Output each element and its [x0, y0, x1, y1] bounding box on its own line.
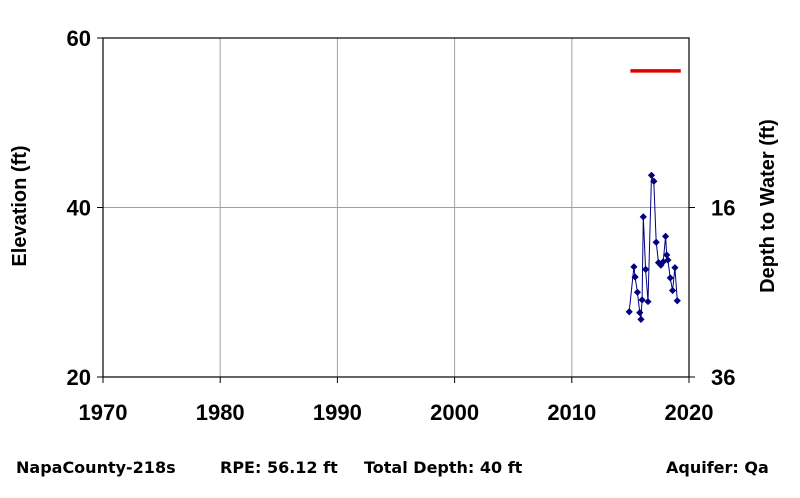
x-tick-label: 1990	[313, 400, 362, 425]
data-point	[637, 315, 645, 323]
y-tick-label: 20	[67, 365, 91, 390]
plot-frame	[97, 37, 695, 383]
data-point	[631, 273, 639, 281]
aquifer-label: Aquifer: Qa	[666, 458, 769, 477]
grid	[103, 38, 689, 377]
series-line	[628, 175, 678, 320]
data-point	[663, 251, 671, 259]
data-point	[647, 171, 656, 179]
plot-border	[102, 37, 690, 378]
y-axis-title: Elevation (ft)	[9, 145, 31, 266]
well-id: NapaCounty-218s	[16, 458, 176, 477]
x-tick-label: 2020	[665, 400, 714, 425]
data-point	[671, 264, 679, 272]
data-point	[650, 177, 658, 185]
y-tick-label: 60	[67, 26, 91, 51]
x-tick-label: 1970	[79, 400, 128, 425]
y-tick-label: 40	[67, 196, 91, 221]
data-point	[638, 296, 646, 304]
data-point	[668, 286, 677, 295]
data-point	[666, 274, 674, 282]
y2-axis-title: Depth to Water (ft)	[757, 119, 779, 293]
rpe-label: RPE: 56.12 ft	[220, 458, 338, 477]
data-point	[636, 308, 644, 317]
data-point	[664, 256, 672, 264]
x-tick-label: 2010	[547, 400, 596, 425]
x-tick-label: 2000	[430, 400, 479, 425]
y2-tick-label: 36	[711, 365, 735, 390]
data-point	[630, 263, 638, 271]
data-point	[673, 297, 681, 305]
data-point	[639, 213, 647, 221]
data-point	[625, 308, 633, 316]
series-group	[625, 171, 681, 323]
y2-tick-label: 16	[711, 196, 735, 221]
data-point	[654, 258, 663, 267]
x-tick-label: 1980	[196, 400, 245, 425]
data-point	[642, 265, 650, 273]
data-point	[633, 288, 642, 296]
data-point	[644, 297, 652, 306]
data-point	[661, 232, 670, 240]
data-point	[652, 238, 660, 246]
total-depth-label: Total Depth: 40 ft	[364, 458, 523, 477]
